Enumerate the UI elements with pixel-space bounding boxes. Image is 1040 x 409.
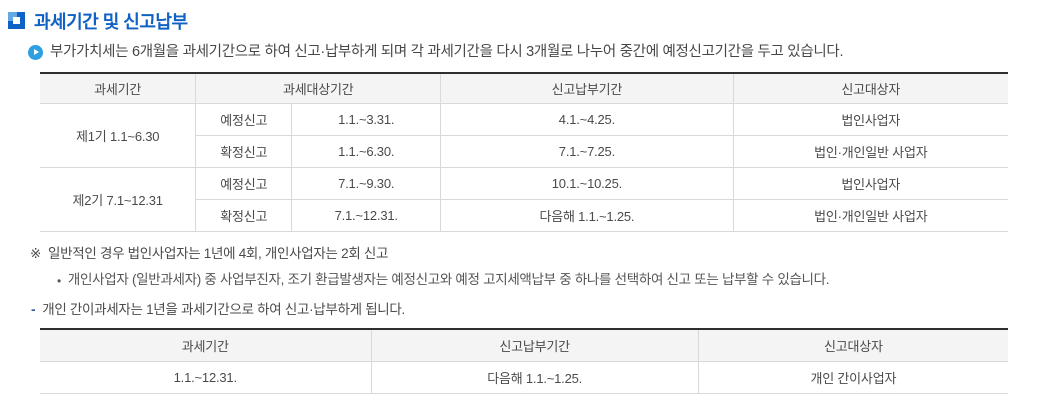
cell-filing-type: 확정신고 (195, 134, 293, 168)
note-text: 개인 간이과세자는 1년을 과세기간으로 하여 신고·납부하게 됩니다. (42, 301, 406, 317)
vat-period-table: 과세기간 과세대상기간 신고납부기간 신고대상자 제1기 1.1~6.30 예정… (40, 72, 1008, 232)
col-header-filer: 신고대상자 (697, 328, 1008, 362)
cell-filer: 법인사업자 (732, 166, 1008, 200)
section-header: 과세기간 및 신고납부 (0, 7, 1040, 34)
cell-filing-period: 다음해 1.1.~1.25. (440, 198, 734, 232)
intro-text: 부가가치세는 6개월을 과세기간으로 하여 신고·납부하게 되며 각 과세기간을… (50, 44, 844, 60)
table-header-row: 과세기간 신고납부기간 신고대상자 (40, 328, 1008, 362)
col-header-filing-payment-period: 신고납부기간 (370, 328, 699, 362)
col-header-taxable-target-period: 과세대상기간 (195, 73, 442, 104)
col-header-filing-payment-period: 신고납부기간 (440, 73, 734, 104)
cell-filing-type: 예정신고 (195, 166, 293, 200)
dot-bullet: • (57, 273, 61, 288)
col-header-filer: 신고대상자 (732, 73, 1008, 104)
cell-target-period: 7.1.~12.31. (291, 198, 442, 232)
cell-period-1: 제1기 1.1~6.30 (40, 102, 197, 168)
table-row: 제2기 7.1~12.31 예정신고 7.1.~9.30. 10.1.~10.2… (40, 166, 1008, 232)
table-row: 확정신고 7.1.~12.31. 다음해 1.1.~1.25. 법인·개인일반 … (40, 198, 1008, 232)
cell-filing-period: 4.1.~4.25. (440, 102, 734, 136)
cell-filing-type: 예정신고 (195, 102, 293, 136)
cell-filer: 법인·개인일반 사업자 (732, 198, 1008, 232)
table-header-row: 과세기간 과세대상기간 신고납부기간 신고대상자 (40, 73, 1008, 104)
note-text: 개인사업자 (일반과세자) 중 사업부진자, 조기 환급발생자는 예정신고와 예… (67, 271, 830, 287)
dash-bullet: - (31, 301, 36, 317)
cell-target-period: 1.1.~6.30. (291, 134, 442, 168)
page-title: 과세기간 및 신고납부 (34, 11, 188, 32)
cell-period-2: 제2기 7.1~12.31 (40, 166, 197, 232)
cell-period: 1.1.~12.31. (40, 361, 372, 394)
cell-filer: 법인·개인일반 사업자 (732, 134, 1008, 168)
table-row: 1.1.~12.31. 다음해 1.1.~1.25. 개인 간이사업자 (40, 361, 1008, 394)
note-simplified-taxpayer: - 개인 간이과세자는 1년을 과세기간으로 하여 신고·납부하게 됩니다. (31, 301, 1040, 319)
table-row: 제1기 1.1~6.30 예정신고 1.1.~3.31. 4.1.~4.25. … (40, 102, 1008, 168)
col-header-taxable-period: 과세기간 (40, 328, 372, 362)
arrow-bullet-icon (28, 45, 43, 60)
cell-filing-period: 7.1.~7.25. (440, 134, 734, 168)
note-early-refund: • 개인사업자 (일반과세자) 중 사업부진자, 조기 환급발생자는 예정신고와… (57, 271, 1040, 290)
section-square-icon (8, 12, 25, 29)
cell-target-period: 1.1.~3.31. (291, 102, 442, 136)
cell-filing-type: 확정신고 (195, 198, 293, 232)
note-text: 일반적인 경우 법인사업자는 1년에 4회, 개인사업자는 2회 신고 (48, 245, 389, 261)
cell-filer: 개인 간이사업자 (697, 361, 1008, 394)
cell-filing-period: 다음해 1.1.~1.25. (370, 361, 699, 394)
cell-filing-period: 10.1.~10.25. (440, 166, 734, 200)
reference-mark: ※ (30, 245, 42, 261)
intro-line: 부가가치세는 6개월을 과세기간으로 하여 신고·납부하게 되며 각 과세기간을… (28, 43, 1040, 62)
cell-filer: 법인사업자 (732, 102, 1008, 136)
cell-target-period: 7.1.~9.30. (291, 166, 442, 200)
col-header-taxable-period: 과세기간 (40, 73, 197, 104)
note-general-filing-count: ※ 일반적인 경우 법인사업자는 1년에 4회, 개인사업자는 2회 신고 (30, 245, 1040, 263)
simplified-taxpayer-table: 과세기간 신고납부기간 신고대상자 1.1.~12.31. 다음해 1.1.~1… (40, 327, 1008, 394)
